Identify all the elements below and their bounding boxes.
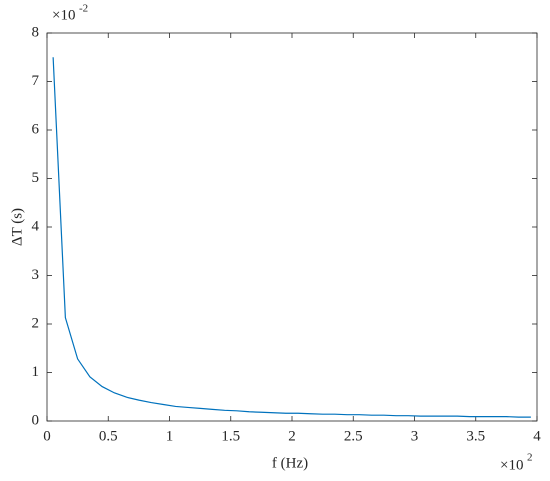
y-exponent: -2 [79,3,88,15]
y-tick-label: 8 [32,24,40,40]
x-tick-label: 3.5 [466,428,485,444]
x-tick-label: 4 [533,428,541,444]
y-tick-label: 4 [32,218,40,234]
y-tick-label: 5 [32,170,40,186]
data-line [52,57,531,418]
x-tick-label: 1.5 [221,428,240,444]
x-tick-label: 0 [43,428,51,444]
y-tick-label: 6 [32,121,40,137]
x-tick-label: 2 [288,428,296,444]
y-tick-label: 2 [32,315,40,331]
y-tick-label: 1 [32,364,40,380]
x-axis-label: f (Hz) [272,455,308,471]
y-tick-label: 7 [32,73,40,89]
x-multiplier: ×10 [500,457,523,473]
y-tick-label: 3 [32,267,40,283]
x-tick-label: 0.5 [99,428,118,444]
x-tick-label: 1 [166,428,174,444]
x-exponent: 2 [527,452,533,464]
plot-box [46,32,538,422]
y-tick-label: 0 [32,412,40,428]
y-axis-label: ΔT (s) [9,208,25,246]
x-tick-label: 2.5 [344,428,363,444]
y-multiplier: ×10 [52,7,75,23]
x-tick-label: 3 [411,428,419,444]
